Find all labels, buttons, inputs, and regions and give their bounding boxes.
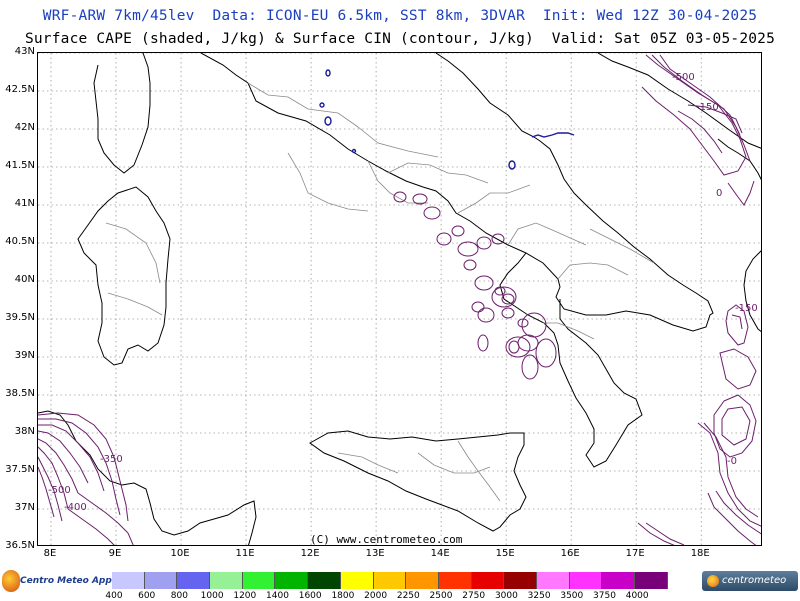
legend-tick-label: 1400 <box>266 591 289 601</box>
latitude-label: 40.5N <box>5 236 35 247</box>
field-valid-title: Surface CAPE (shaded, J/kg) & Surface CI… <box>24 31 776 47</box>
legend-swatch <box>308 572 341 589</box>
latitude-label: 43N <box>14 46 35 57</box>
legend-tick-label: 1200 <box>233 591 257 601</box>
graticule <box>38 53 761 545</box>
cin-label: 0 <box>716 188 723 199</box>
legend-tick-label: 3750 <box>593 591 616 601</box>
legend-swatch <box>504 572 537 589</box>
legend-tick-label: 2750 <box>462 591 486 601</box>
latitude-label: 39.5N <box>5 312 35 323</box>
cin-label: -350 <box>100 454 123 465</box>
longitude-label: 9E <box>108 548 122 559</box>
legend-swatch <box>210 572 243 589</box>
cape-color-legend <box>112 572 668 589</box>
legend-tick-label: 2000 <box>364 591 388 601</box>
right-logo-text: centrometeo <box>722 575 787 586</box>
legend-tick-label: 3000 <box>494 591 518 601</box>
centrometeo-logo: centrometeo <box>702 571 798 591</box>
legend-swatch <box>177 572 211 589</box>
longitude-label: 12E <box>300 548 320 559</box>
latitude-label: 40N <box>14 274 35 285</box>
latitude-label: 42N <box>14 122 35 133</box>
cin-label: -500 <box>672 72 695 83</box>
longitude-label: 10E <box>170 548 190 559</box>
legend-tick-label: 2500 <box>429 591 453 601</box>
legend-swatch <box>340 572 374 589</box>
longitude-label: 8E <box>43 548 57 559</box>
longitude-label: 17E <box>625 548 645 559</box>
latitude-label: 41N <box>14 198 35 209</box>
globe-logo-icon <box>707 575 719 587</box>
map-frame <box>37 52 762 546</box>
legend-tick-label: 1800 <box>331 591 355 601</box>
latitude-label: 38.5N <box>5 388 35 399</box>
longitude-label: 11E <box>235 548 255 559</box>
longitude-label: 18E <box>690 548 710 559</box>
cin-label: -150 <box>735 303 758 314</box>
legend-swatch <box>438 572 472 589</box>
legend-swatch <box>275 572 309 589</box>
regional-borders <box>105 82 655 502</box>
model-info-title: WRF-ARW 7km/45lev Data: ICON-EU 6.5km, S… <box>42 8 758 24</box>
legend-tick-label: 2250 <box>396 591 420 601</box>
legend-tick-label: 1000 <box>200 591 224 601</box>
legend-tick-label: 4000 <box>625 591 649 601</box>
legend-swatch <box>635 572 668 589</box>
latitude-label: 37N <box>14 502 35 513</box>
map-canvas <box>38 53 761 545</box>
latitude-label: 39N <box>14 350 35 361</box>
legend-tick-label: 1600 <box>298 591 322 601</box>
legend-swatch <box>406 572 439 589</box>
cin-label: -0 <box>727 456 737 467</box>
legend-swatch <box>373 572 407 589</box>
left-logo-text: Centro Meteo Appennini <box>20 576 144 586</box>
sun-logo-icon <box>2 570 20 592</box>
italy-coastline <box>200 53 714 332</box>
cin-label: -150 <box>696 102 719 113</box>
longitude-label: 16E <box>560 548 580 559</box>
longitude-label: 13E <box>365 548 385 559</box>
calabria-coastline <box>499 252 643 468</box>
legend-swatch <box>471 572 505 589</box>
cin-contours <box>38 54 761 545</box>
centro-meteo-appennini-logo: Centro Meteo Appennini <box>2 570 143 592</box>
legend-swatch <box>602 572 635 589</box>
sicily-coastline <box>309 430 527 532</box>
legend-swatch <box>569 572 603 589</box>
corsica-coastline <box>93 53 151 174</box>
latitude-label: 38N <box>14 426 35 437</box>
albania-coastline <box>717 138 761 181</box>
legend-tick-label: 3500 <box>560 591 584 601</box>
cape-contours <box>319 69 575 170</box>
legend-swatch <box>536 572 570 589</box>
longitude-label: 15E <box>495 548 515 559</box>
legend-tick-label: 800 <box>170 591 188 601</box>
latitude-label: 41.5N <box>5 160 35 171</box>
legend-tick-label: 400 <box>105 591 123 601</box>
legend-tick-label: 600 <box>138 591 156 601</box>
legend-swatch <box>112 572 145 589</box>
greece-coastline <box>743 250 761 333</box>
africa-coastline <box>38 410 257 545</box>
longitude-label: 14E <box>430 548 450 559</box>
legend-tick-label: 3250 <box>527 591 551 601</box>
legend-swatch <box>242 572 276 589</box>
cin-label: -400 <box>64 502 87 513</box>
legend-swatch <box>144 572 178 589</box>
latitude-label: 36.5N <box>5 540 35 551</box>
copyright-text: (C) www.centrometeo.com <box>310 533 463 546</box>
latitude-label: 42.5N <box>5 84 35 95</box>
sardinia-coastline <box>77 186 171 366</box>
latitude-label: 37.5N <box>5 464 35 475</box>
cin-label: -500 <box>48 485 71 496</box>
